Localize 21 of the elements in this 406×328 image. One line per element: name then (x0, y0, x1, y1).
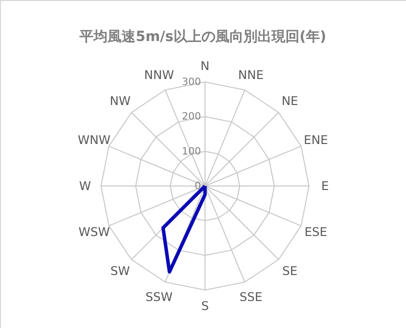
spoke-label: S (201, 299, 209, 313)
y-tick-label: 0 (194, 181, 201, 192)
spoke-label: SSW (146, 290, 173, 304)
spoke-label: W (79, 179, 92, 193)
y-tick-label: 100 (182, 146, 201, 158)
spoke-label: NNW (144, 68, 174, 82)
spoke-label: ENE (304, 133, 328, 148)
spoke-label: NW (110, 94, 131, 108)
spoke-label: SW (110, 264, 130, 278)
chart-title: 平均風速5m/s以上の風向別出現回(年) (78, 29, 326, 45)
spoke-label: N (200, 59, 210, 73)
spoke-label: ESE (304, 224, 328, 239)
y-tick-label: 200 (182, 112, 201, 123)
spoke-label: NE (282, 94, 298, 108)
spoke-label: WSW (78, 224, 110, 239)
spoke-label: NNE (238, 68, 264, 82)
spoke-label: SSE (240, 290, 262, 304)
y-tick-label: 300 (182, 77, 201, 88)
spoke-label: SE (282, 264, 298, 278)
spoke-label: WNW (78, 133, 111, 148)
spoke-label: E (321, 179, 329, 193)
